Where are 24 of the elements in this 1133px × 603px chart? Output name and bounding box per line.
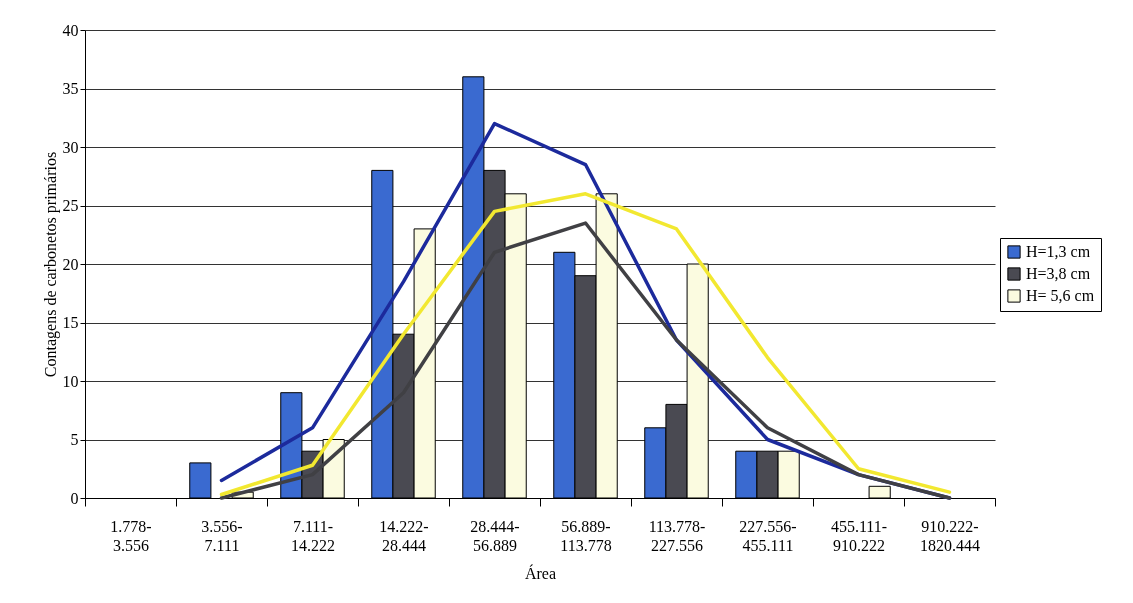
x-tick-label: 227.556-455.111 (739, 517, 797, 554)
y-tick-label: 5 (70, 431, 79, 448)
x-tick-label: 56.889-113.778 (560, 517, 612, 554)
x-tick-label: 910.222-1820.444 (920, 517, 980, 554)
x-tick-label: 28.444-56.889 (470, 517, 520, 554)
y-axis-title: Contagens de carbonetos primários (41, 151, 60, 378)
x-tick-label: 455.111-910.222 (830, 517, 888, 554)
y-tick-label: 40 (62, 21, 79, 39)
x-tick-label: 1.778-3.556 (110, 517, 152, 554)
x-tick-label: 14.222-28.444 (379, 517, 429, 554)
x-tick-label: 7.111-14.222 (291, 517, 335, 554)
legend-label: H=3,8 cm (1026, 265, 1091, 282)
x-tick-label: 113.778-227.556 (648, 517, 706, 554)
y-tick-label: 25 (62, 197, 79, 214)
y-tick-label: 15 (62, 314, 79, 331)
y-tick-label: 0 (70, 489, 79, 507)
x-axis-title: Área (524, 563, 557, 582)
y-tick-label: 35 (62, 80, 79, 97)
y-tick-label: 20 (62, 255, 79, 273)
x-tick-label: 3.556-7.111 (201, 517, 243, 554)
legend-label: H=1,3 cm (1026, 243, 1091, 260)
y-tick-label: 10 (62, 372, 79, 390)
legend-label: H= 5,6 cm (1026, 287, 1095, 304)
y-tick-label: 30 (62, 138, 79, 156)
